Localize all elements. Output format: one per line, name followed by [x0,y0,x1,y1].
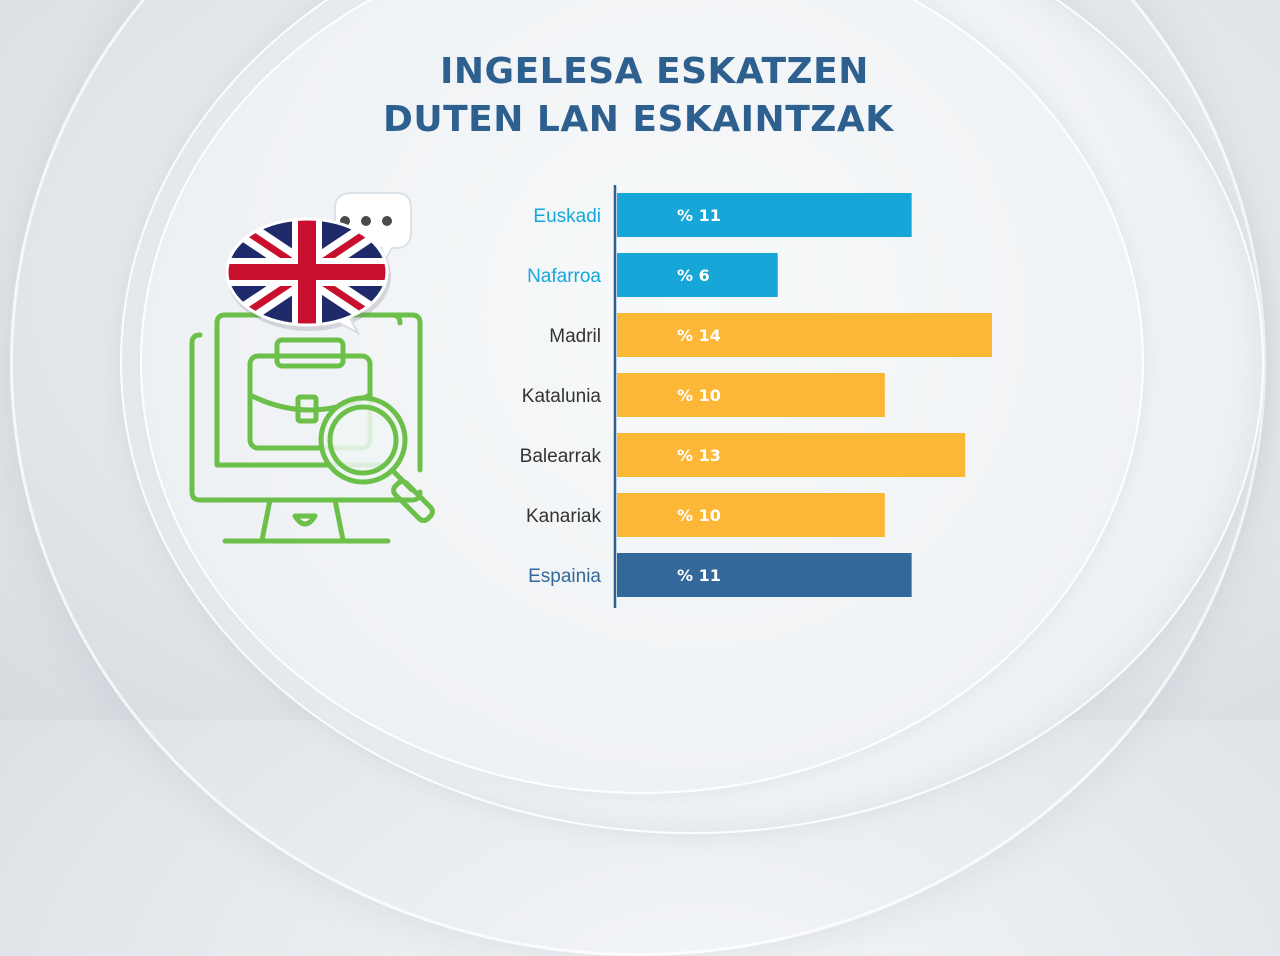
category-label-euskadi: Euskadi [533,206,601,227]
category-label-madril: Madril [549,326,601,347]
bar-espainia [617,553,912,597]
bar-katalunia [617,373,885,417]
value-label-euskadi: % 11 [677,206,721,225]
value-label-balearrak: % 13 [677,446,721,465]
chart-title-line-2: DUTEN LAN ESKAINTZAK [383,99,894,140]
bar-nafarroa [617,253,778,297]
value-label-madril: % 14 [677,326,721,345]
value-label-espainia: % 11 [677,566,721,585]
value-label-nafarroa: % 6 [677,266,710,285]
category-label-espainia: Espainia [528,566,601,587]
chart-title-line-1: INGELESA ESKATZEN [440,51,869,92]
bar-chart: Euskadi % 11 Nafarroa % 6 Madril % 14 Kataluni… [520,185,992,608]
computer-briefcase-magnifier-icon [189,192,435,544]
category-label-katalunia: Katalunia [522,386,602,407]
bar-euskadi [617,193,912,237]
magnifier-icon [318,395,435,523]
value-label-katalunia: % 10 [677,386,721,405]
category-label-nafarroa: Nafarroa [527,266,601,287]
computer-icon [189,312,423,544]
uk-flag-speech-bubble-icon [225,217,391,336]
bar-madril [617,313,992,357]
bar-kanariak [617,493,885,537]
value-label-kanariak: % 10 [677,506,721,525]
category-label-kanariak: Kanariak [526,506,601,527]
bar-balearrak [617,433,966,477]
category-label-balearrak: Balearrak [520,446,602,467]
